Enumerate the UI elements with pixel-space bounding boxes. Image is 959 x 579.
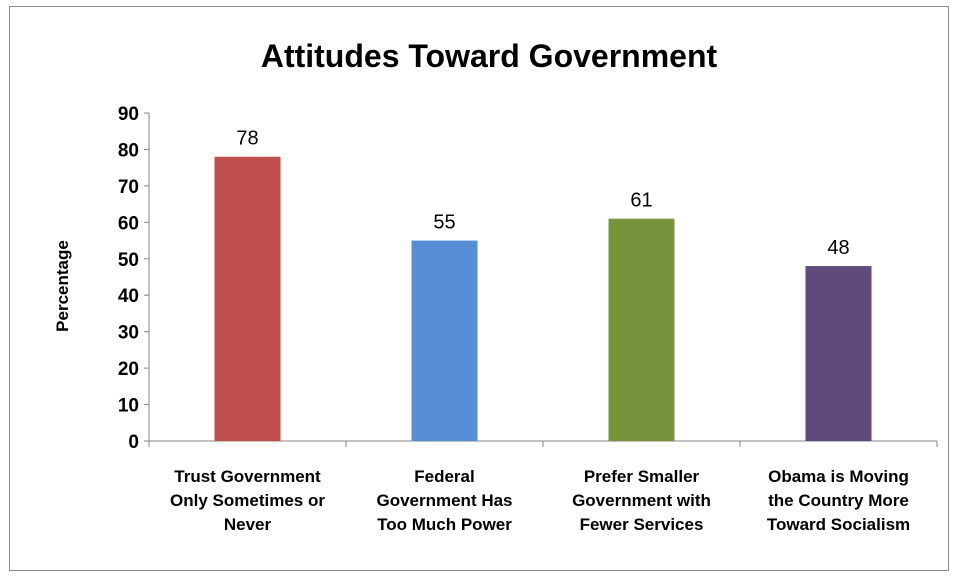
x-tick-label: Federal — [414, 467, 474, 486]
bar — [411, 240, 478, 441]
x-tick-label: Toward Socialism — [767, 515, 910, 534]
bar — [805, 266, 872, 441]
x-tick-label: Prefer Smaller — [584, 467, 700, 486]
y-tick-label: 0 — [128, 432, 139, 453]
x-tick-label: Too Much Power — [377, 515, 512, 534]
chart-frame: Attitudes Toward Government Percentage 0… — [9, 6, 949, 571]
data-label: 61 — [630, 190, 652, 212]
data-label: 55 — [433, 212, 455, 234]
y-tick-label: 50 — [118, 250, 139, 271]
chart-title: Attitudes Toward Government — [261, 38, 718, 74]
bars — [214, 156, 872, 441]
x-tick-label: Never — [224, 515, 272, 534]
y-axis-label: Percentage — [53, 240, 72, 332]
bar — [214, 156, 281, 441]
labels: 78 Trust Government Only Sometimes or Never… — [170, 128, 910, 534]
y-tick-label: 80 — [118, 140, 139, 161]
y-tick-label: 30 — [118, 323, 139, 344]
x-tick-label: Government Has — [376, 491, 512, 510]
y-tick-label: 90 — [118, 104, 139, 125]
bar-chart: Attitudes Toward Government Percentage 0… — [53, 38, 938, 534]
x-tick-label: Fewer Services — [580, 515, 704, 534]
axes: 0 10 20 30 40 50 60 70 80 90 — [118, 104, 938, 453]
y-tick-label: 60 — [118, 213, 139, 234]
x-tick-label: Government with — [572, 491, 711, 510]
x-tick-label: the Country More — [768, 491, 909, 510]
x-tick-label: Only Sometimes or — [170, 491, 325, 510]
y-tick-label: 10 — [118, 396, 139, 417]
bar — [608, 218, 675, 441]
data-label: 48 — [827, 237, 849, 259]
y-tick-label: 40 — [118, 286, 139, 307]
x-tick-label: Trust Government — [174, 467, 321, 486]
x-tick-label: Obama is Moving — [768, 467, 909, 486]
y-tick-label: 70 — [118, 177, 139, 198]
data-label: 78 — [236, 128, 258, 150]
y-tick-label: 20 — [118, 359, 139, 380]
